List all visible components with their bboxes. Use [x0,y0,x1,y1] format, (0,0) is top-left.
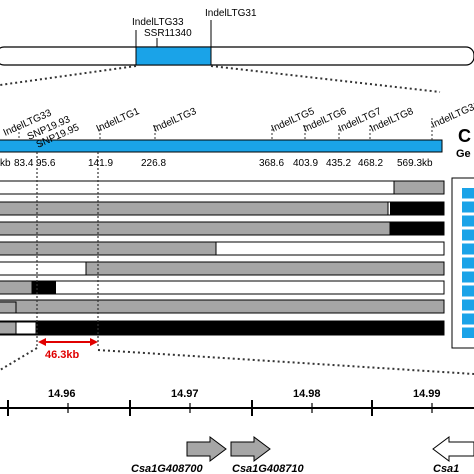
gene-arrow [186,436,227,462]
physical-axis [0,400,474,416]
recombinant-row [0,201,445,216]
position-label: 226.8 [141,158,166,169]
recombinant-row [0,320,445,336]
position-label: kb [0,158,11,169]
recombinant-rows [0,180,445,336]
gray-segment [0,301,17,314]
gray-segment [0,221,391,236]
axis-tick-label: 14.99 [413,388,441,400]
zoom-line-left [0,65,137,86]
side-panel [451,177,474,349]
candidate-interval-bar [0,139,443,153]
position-label: 569.3kb [397,158,433,169]
interval-arrow [38,338,98,346]
recombinant-row [0,299,445,314]
gray-segment [0,241,217,256]
recombinant-row [0,301,17,314]
chromosome-bar [0,46,474,66]
gray-segment [0,321,17,335]
gray-segment [393,180,445,195]
position-label: 95.6 [36,158,56,169]
position-label: 403.9 [293,158,318,169]
interval-length-label: 46.3kb [45,349,80,361]
white-segment [15,321,37,335]
top-marker-label: IndelLTG31 [205,8,257,19]
recombinant-row [0,221,445,236]
position-label: 468.2 [358,158,383,169]
gene-arrows [186,436,474,462]
axis-tick-label: 14.97 [171,388,199,400]
top-marker-label: SSR11340 [144,28,192,39]
side-panel-title: C [458,126,471,146]
marker-label: IndelLTG3 [152,106,199,135]
black-segment [390,222,444,235]
marker-label: IndelLTG1 [95,106,142,135]
zoom-line-left [0,347,38,371]
position-labels: kb 83.4 95.6 141.9 226.8 368.6 403.9 435… [0,158,433,169]
candidate-region-highlight [135,46,212,66]
black-segment [32,281,56,294]
gene-label: Csa1G408710 [232,463,304,474]
axis-tick-label: 14.96 [48,388,76,400]
recombinant-row [0,261,445,276]
gray-segment [0,201,389,216]
position-label: 368.6 [259,158,284,169]
zoom-line-right [210,65,441,93]
gray-segment [85,261,445,276]
zoom-line-right [97,349,474,375]
position-label: 141.9 [88,158,113,169]
top-marker-label: IndelLTG33 [132,17,184,28]
position-label: 83.4 [14,158,34,169]
recombinant-row [0,241,445,256]
black-segment [390,202,444,215]
gray-segment [0,280,33,295]
recombinant-row [0,280,445,295]
position-label: 435.2 [326,158,351,169]
axis-tick-label: 14.98 [293,388,321,400]
marker-guides [18,118,433,148]
recombinant-row [0,180,445,195]
gene-arrow [230,436,271,462]
gene-arrow [432,436,474,462]
gene-label: Csa1 [433,463,459,474]
side-panel-subtitle: Ge [456,148,471,160]
gene-label: Csa1G408700 [131,463,203,474]
